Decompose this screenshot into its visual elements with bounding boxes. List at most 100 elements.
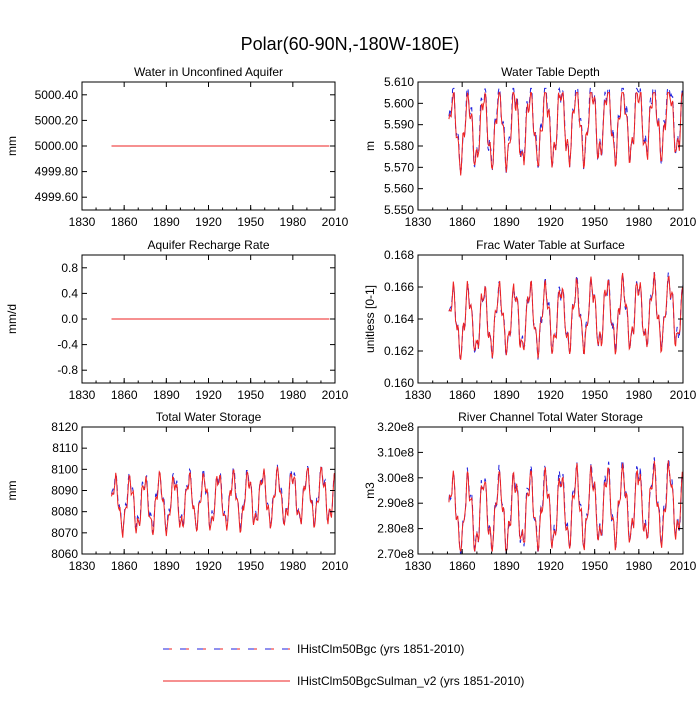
- panel-title: Aquifer Recharge Rate: [147, 238, 269, 252]
- panels: 1830 1860 1890 1920 1950 1980 2010 4999.60 4999.…: [5, 65, 697, 573]
- y-tick-label: 3.20e8: [377, 420, 414, 434]
- y-tick-label: 2.80e8: [377, 522, 414, 536]
- y-tick-label: 4999.80: [35, 165, 79, 179]
- legend: IHistClm50Bgc (yrs 1851-2010) IHistClm50…: [163, 642, 524, 688]
- y-axis-label: m3: [363, 482, 377, 499]
- x-tick-label: 1950: [237, 388, 264, 402]
- series-line-2: [448, 91, 683, 176]
- series-line-1: [448, 86, 683, 174]
- x-tick-label: 1860: [111, 215, 138, 229]
- y-tick-label: 0.0: [61, 312, 78, 326]
- x-tick-label: 1920: [537, 559, 564, 573]
- y-axis-label: mm: [5, 136, 19, 156]
- legend-label-series-1: IHistClm50Bgc (yrs 1851-2010): [297, 642, 464, 656]
- x-tick-label: 1890: [153, 215, 180, 229]
- y-axis-label: mm: [5, 481, 19, 501]
- y-tick-label: 5.570: [384, 160, 414, 174]
- x-tick-label: 1830: [69, 388, 96, 402]
- chart-panel-5: 1830 1860 1890 1920 1950 1980 2010 8060 8070 8080…: [5, 410, 349, 573]
- x-tick-label: 1830: [405, 215, 432, 229]
- y-tick-label: 0.168: [384, 248, 414, 262]
- y-tick-label: 2.90e8: [377, 496, 414, 510]
- y-axis-label: m: [363, 141, 377, 151]
- y-tick-label: 8100: [51, 462, 78, 476]
- y-tick-label: 5.580: [384, 139, 414, 153]
- x-tick-label: 1830: [405, 388, 432, 402]
- x-tick-label: 1950: [237, 215, 264, 229]
- y-tick-label: 0.8: [61, 261, 78, 275]
- x-tick-label: 1860: [449, 388, 476, 402]
- y-tick-label: 8110: [52, 441, 78, 455]
- plot-frame: [417, 426, 684, 555]
- x-tick-label: 1830: [69, 559, 96, 573]
- x-tick-label: 1950: [237, 559, 264, 573]
- x-tick-label: 2010: [670, 215, 697, 229]
- series-line-1: [448, 457, 683, 554]
- series-line-2: [448, 460, 683, 553]
- panel-title: Frac Water Table at Surface: [476, 238, 625, 252]
- series-line-2: [448, 272, 683, 360]
- series-line-2: [111, 466, 335, 538]
- y-tick-label: 3.00e8: [377, 471, 414, 485]
- chart-panel-2: 1830 1860 1890 1920 1950 1980 2010 5.550 5.560 5.…: [363, 65, 697, 229]
- x-tick-label: 1830: [405, 559, 432, 573]
- x-tick-label: 1860: [449, 215, 476, 229]
- y-tick-label: 8120: [51, 420, 78, 434]
- x-tick-label: 1980: [279, 215, 306, 229]
- y-axis-label: unitless [0-1]: [363, 285, 377, 353]
- x-tick-label: 2010: [322, 388, 349, 402]
- x-tick-label: 2010: [322, 215, 349, 229]
- panel-title: Total Water Storage: [156, 410, 262, 424]
- y-tick-label: 8070: [51, 526, 78, 540]
- y-axis-label: mm/d: [5, 304, 19, 334]
- x-tick-label: 1890: [493, 215, 520, 229]
- y-tick-label: 8060: [51, 547, 78, 561]
- plot-frame: [81, 426, 336, 555]
- x-tick-label: 1980: [625, 388, 652, 402]
- y-tick-label: 5000.40: [35, 88, 79, 102]
- x-tick-label: 1860: [449, 559, 476, 573]
- x-tick-label: 1920: [537, 215, 564, 229]
- series-line-1: [448, 272, 683, 360]
- y-tick-label: 0.162: [384, 344, 414, 358]
- y-tick-label: 2.70e8: [377, 547, 414, 561]
- x-tick-label: 1920: [537, 388, 564, 402]
- x-tick-label: 1950: [581, 215, 608, 229]
- x-tick-label: 1890: [153, 388, 180, 402]
- panel-title: Water in Unconfined Aquifer: [134, 65, 283, 79]
- panel-title: River Channel Total Water Storage: [458, 410, 643, 424]
- y-tick-label: 8080: [51, 505, 78, 519]
- y-tick-label: -0.4: [57, 338, 78, 352]
- y-tick-label: 5000.00: [35, 139, 79, 153]
- chart-panel-6: 1830 1860 1890 1920 1950 1980 2010 2.70e8 2.80e8…: [363, 410, 697, 573]
- x-tick-label: 1890: [493, 559, 520, 573]
- x-tick-label: 1980: [279, 559, 306, 573]
- x-tick-label: 1830: [69, 215, 96, 229]
- x-tick-label: 1920: [195, 388, 222, 402]
- x-tick-label: 1890: [153, 559, 180, 573]
- y-tick-label: 4999.60: [35, 190, 79, 204]
- y-tick-label: -0.8: [57, 363, 78, 377]
- x-tick-label: 1980: [279, 388, 306, 402]
- x-tick-label: 1980: [625, 215, 652, 229]
- y-tick-label: 8090: [51, 484, 78, 498]
- y-tick-label: 5.550: [384, 203, 414, 217]
- y-tick-label: 0.164: [384, 312, 414, 326]
- x-tick-label: 1980: [625, 559, 652, 573]
- y-tick-label: 0.160: [384, 376, 414, 390]
- x-tick-label: 1950: [581, 559, 608, 573]
- figure-title: Polar(60-90N,-180W-180E): [241, 34, 460, 54]
- y-tick-label: 5.610: [384, 75, 414, 89]
- y-tick-label: 5.590: [384, 118, 414, 132]
- y-tick-label: 5000.20: [35, 113, 79, 127]
- y-tick-label: 0.4: [61, 286, 78, 300]
- x-tick-label: 2010: [670, 559, 697, 573]
- x-tick-label: 1920: [195, 559, 222, 573]
- x-tick-label: 1860: [111, 388, 138, 402]
- y-tick-label: 5.560: [384, 182, 414, 196]
- x-tick-label: 2010: [670, 388, 697, 402]
- y-tick-label: 3.10e8: [377, 445, 414, 459]
- chart-panel-3: 1830 1860 1890 1920 1950 1980 2010 -0.8 -0.4 0.0 0…: [5, 238, 349, 402]
- x-tick-label: 1860: [111, 559, 138, 573]
